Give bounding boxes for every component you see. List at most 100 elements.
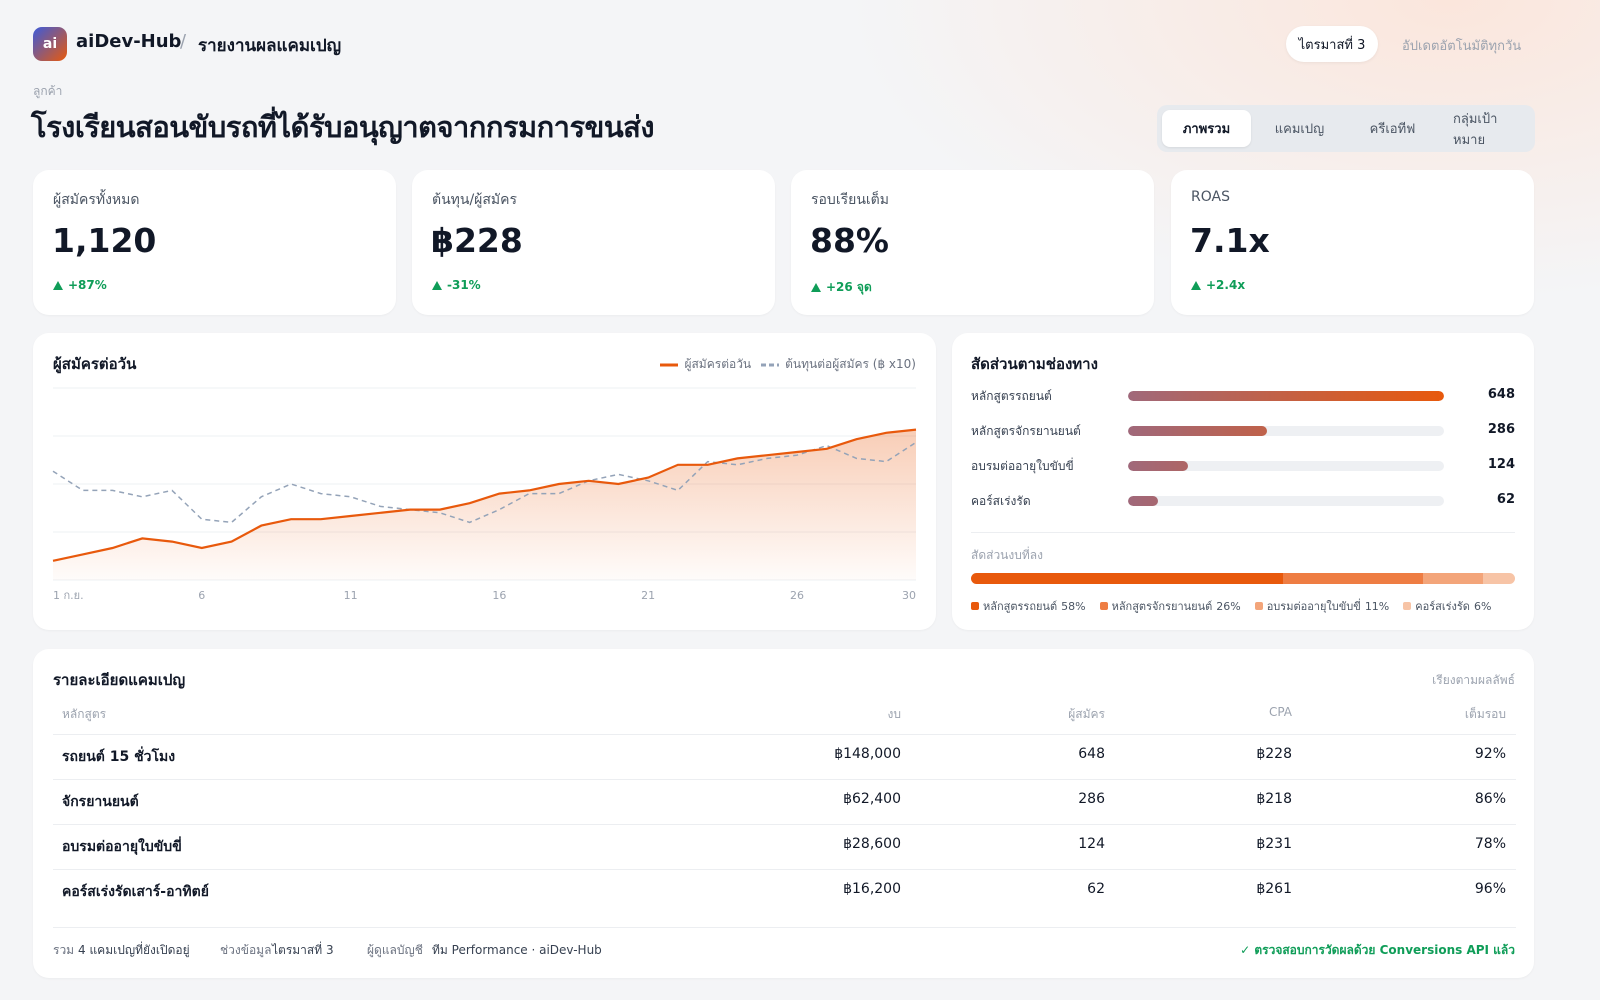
x-tick-label: 1 ก.ย. [53,589,84,602]
tab[interactable]: ครีเอทีฟ [1369,122,1416,137]
table-cell: รถยนต์ 15 ชั่วโมง [62,749,176,765]
bar-label: อบรมต่ออายุใบขับขี่ [971,459,1074,473]
x-tick-label: 30 [902,589,916,602]
stack-segment [1482,573,1515,584]
period-button[interactable]: ไตรมาสที่ 3 [1286,26,1378,62]
table-cell: 124 [1078,836,1105,852]
table-cell: ฿28,600 [843,836,901,852]
tab[interactable]: ภาพรวม [1162,110,1251,147]
column-header: เต็มรอบ [1464,707,1506,721]
brand[interactable]: aiDev-Hub [76,31,182,52]
bar [1128,426,1268,436]
logo: ai [33,27,67,61]
table-cell: ฿62,400 [843,791,901,807]
change-text: +26 จุด [826,280,872,294]
legend: ผู้สมัครต่อวัน ต้นทุนต่อผู้สมัคร (฿ x10) [660,355,916,374]
table-cell: ฿261 [1256,881,1292,897]
legend-swatch [660,363,679,366]
table-cell: 92% [1474,746,1506,762]
footer-label: รวม [53,943,75,957]
column-header: CPA [1268,705,1292,719]
legend-dot [1099,602,1108,610]
legend-value: 11% [1364,599,1390,613]
footer-divider [53,927,1516,928]
table-cell: ฿16,200 [843,881,901,897]
table-cell: ฿228 [1256,746,1292,762]
x-tick-label: 11 [344,589,358,602]
arrow-shape [1191,280,1201,290]
legend-item: คอร์สเร่งรัด 6% [1403,597,1491,615]
row-divider [53,824,1516,825]
table-cell: ฿148,000 [834,746,901,762]
legend-label: ต้นทุนต่อผู้สมัคร (฿ x10) [785,357,916,371]
sort-button[interactable]: เรียงตามผลลัพธ์ [1432,673,1515,687]
kpi-change: +87% [53,278,107,292]
verified-note: ✓ ตรวจสอบการวัดผลด้วย Conversions API แล… [1240,943,1515,957]
bar-value: 286 [1487,422,1515,437]
arrow-shape [53,280,63,290]
legend-name: หลักสูตรรถยนต์ [983,600,1058,613]
column-header: งบ [887,707,901,721]
table-cell: ฿231 [1256,836,1292,852]
x-tick-label: 16 [492,589,506,602]
arrow-shape [432,280,442,290]
row-divider [53,869,1516,870]
update-note: อัปเดตอัตโนมัติทุกวัน [1402,39,1522,54]
channel-card: สัดส่วนตามช่องทาง สัดส่วนงบที่ลง หลักสูต… [952,333,1534,630]
bar [1128,496,1159,506]
stacked-bar [971,573,1515,584]
legend-dot [971,602,979,610]
kpi-change: -31% [432,278,481,292]
line-chart: 1 ก.ย. 6 11 16 21 26 30 [52,387,917,602]
table-cell: 286 [1078,791,1105,807]
legend-name: คอร์สเร่งรัด [1415,600,1470,613]
change-text: -31% [447,278,481,292]
bar [1128,461,1189,471]
legend-item: ผู้สมัครต่อวัน [660,355,751,374]
bar-value: 648 [1487,387,1515,402]
arrow-shape [811,283,821,292]
bar [1128,391,1444,401]
kpi-label: รอบเรียนเต็ม [811,192,889,208]
chart-subtitle: สัดส่วนงบที่ลง [971,548,1043,562]
table-title: รายละเอียดแคมเปญ [53,671,186,689]
kpi-card: ต้นทุน/ผู้สมัคร ฿228 -31% [412,170,775,315]
up-arrow [1191,280,1201,290]
chart-title: ผู้สมัครต่อวัน [53,355,137,373]
tab[interactable]: แคมเปญ [1274,122,1325,137]
kpi-card: ผู้สมัครทั้งหมด 1,120 +87% [33,170,396,315]
kpi-value: 7.1x [1190,221,1270,260]
up-arrow [53,280,63,290]
x-tick-label: 21 [641,589,655,602]
table-cell: 86% [1474,791,1506,807]
kpi-label: ROAS [1191,189,1230,205]
change-text: +2.4x [1206,278,1246,292]
footer-label: ผู้ดูแลบัญชี [367,943,423,957]
series-line [52,428,917,562]
page-title: รายงานผลแคมเปญ [198,36,342,56]
legend-value: 6% [1473,599,1492,613]
kpi-label: ผู้สมัครทั้งหมด [53,192,140,208]
stack-segment [971,573,1284,584]
bar-track [1128,496,1444,506]
legend-swatch [761,363,780,366]
line-card: ผู้สมัครต่อวัน ผู้สมัครต่อวัน ต้นทุนต่อผู… [33,333,936,630]
table-cell: คอร์สเร่งรัดเสาร์-อาทิตย์ [62,884,209,900]
bar-track [1128,461,1444,471]
row-divider [53,779,1516,780]
row-divider [53,734,1516,735]
footer-value: 4 แคมเปญที่ยังเปิดอยู่ [78,943,190,957]
table-cell: 96% [1474,881,1506,897]
legend-dot [1254,602,1263,610]
up-arrow [811,283,821,292]
legend-name: หลักสูตรจักรยานยนต์ [1111,600,1213,613]
breadcrumb-separator: / [180,31,187,52]
x-tick-label: 26 [790,589,804,602]
legend-label: ผู้สมัครต่อวัน [684,357,752,371]
tab[interactable]: กลุ่มเป้าหมาย [1453,111,1498,148]
legend-value: 58% [1061,599,1086,613]
legend-item: อบรมต่ออายุใบขับขี่ 11% [1254,597,1390,615]
footer-value: ไตรมาสที่ 3 [272,943,334,957]
table-card: รายละเอียดแคมเปญ เรียงตามผลลัพธ์ หลักสูต… [33,649,1534,978]
legend-item: หลักสูตรรถยนต์ 58% [971,597,1086,615]
